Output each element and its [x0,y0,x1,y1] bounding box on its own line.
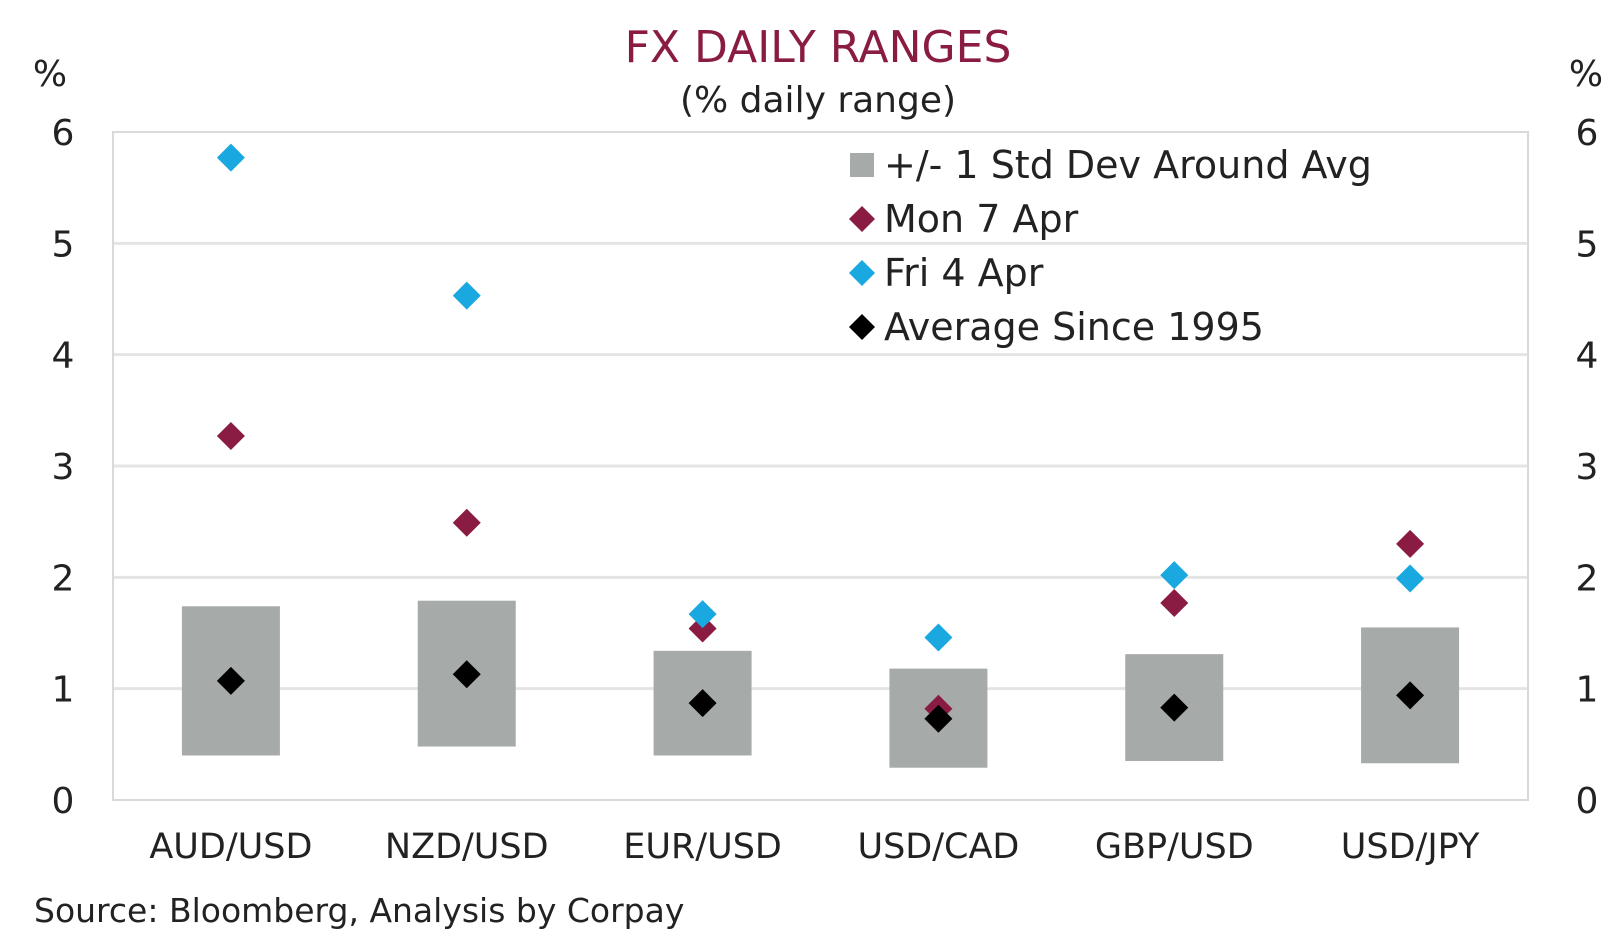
legend-label: Average Since 1995 [884,305,1264,349]
y-tick-label-right: 4 [1576,336,1599,377]
y-tick-label-right: 6 [1576,113,1599,154]
legend-label-std-dev: +/- 1 Std Dev Around Avg [884,143,1372,187]
chart-title: FX DAILY RANGES [625,22,1012,73]
x-category-label: USD/CAD [857,827,1019,867]
y-axis-unit-right: % [1569,54,1603,95]
marker-mon-7-apr [1160,588,1189,617]
y-tick-label-right: 5 [1576,224,1599,265]
x-category-label: USD/JPY [1341,827,1480,867]
plot-area-frame [112,131,1529,801]
y-tick-label-right: 3 [1576,447,1599,488]
y-tick-label-right: 0 [1576,781,1599,822]
y-axis-left: 0 1 2 3 4 5 6 [52,113,75,822]
y-tick-label-left: 2 [52,558,75,599]
gridlines [113,241,1528,691]
legend-swatch-marker [849,206,875,232]
marker-mon-7-apr [216,421,245,450]
marker-average-since-1995 [1160,693,1189,722]
marker-average-since-1995 [216,666,245,695]
marker-mon-7-apr [1396,529,1425,558]
std-dev-bands [181,600,1460,768]
marker-fri-4-apr [1160,561,1189,590]
x-category-label: NZD/USD [385,827,549,867]
y-tick-label-left: 6 [52,113,75,154]
legend-label: Fri 4 Apr [884,251,1044,295]
y-tick-label-left: 3 [52,447,75,488]
y-tick-label-left: 0 [52,781,75,822]
legend: +/- 1 Std Dev Around Avg Mon 7 Apr Fri 4 A… [849,143,1372,349]
y-axis-right: 0 1 2 3 4 5 6 [1576,113,1599,822]
marker-average-since-1995 [688,689,717,718]
marker-fri-4-apr [924,623,953,652]
x-category-label: AUD/USD [149,827,312,867]
legend-swatch-marker [849,260,875,286]
x-category-label: EUR/USD [623,827,782,867]
marker-fri-4-apr [216,143,245,172]
legend-swatch-std-dev [850,153,874,177]
y-tick-label-right: 2 [1576,558,1599,599]
y-tick-label-left: 5 [52,224,75,265]
x-axis-categories: AUD/USD NZD/USD EUR/USD USD/CAD GBP/USD USD/J… [149,827,1480,867]
marker-fri-4-apr [1396,564,1425,593]
y-tick-label-left: 4 [52,336,75,377]
legend-label: Mon 7 Apr [884,197,1079,241]
x-category-label: GBP/USD [1095,827,1254,867]
marker-average-since-1995 [924,704,953,733]
chart-subtitle: (% daily range) [680,80,956,121]
marker-mon-7-apr [688,614,717,643]
y-axis-unit-left: % [33,54,67,95]
legend-swatch-marker [849,314,875,340]
marker-average-since-1995 [1396,681,1425,710]
data-points [216,143,1425,733]
marker-average-since-1995 [452,660,481,689]
source-note: Source: Bloomberg, Analysis by Corpay [34,891,684,930]
y-tick-label-right: 1 [1576,670,1599,711]
marker-fri-4-apr [688,600,717,629]
y-tick-label-left: 1 [52,670,75,711]
marker-fri-4-apr [452,281,481,310]
marker-mon-7-apr [452,508,481,537]
